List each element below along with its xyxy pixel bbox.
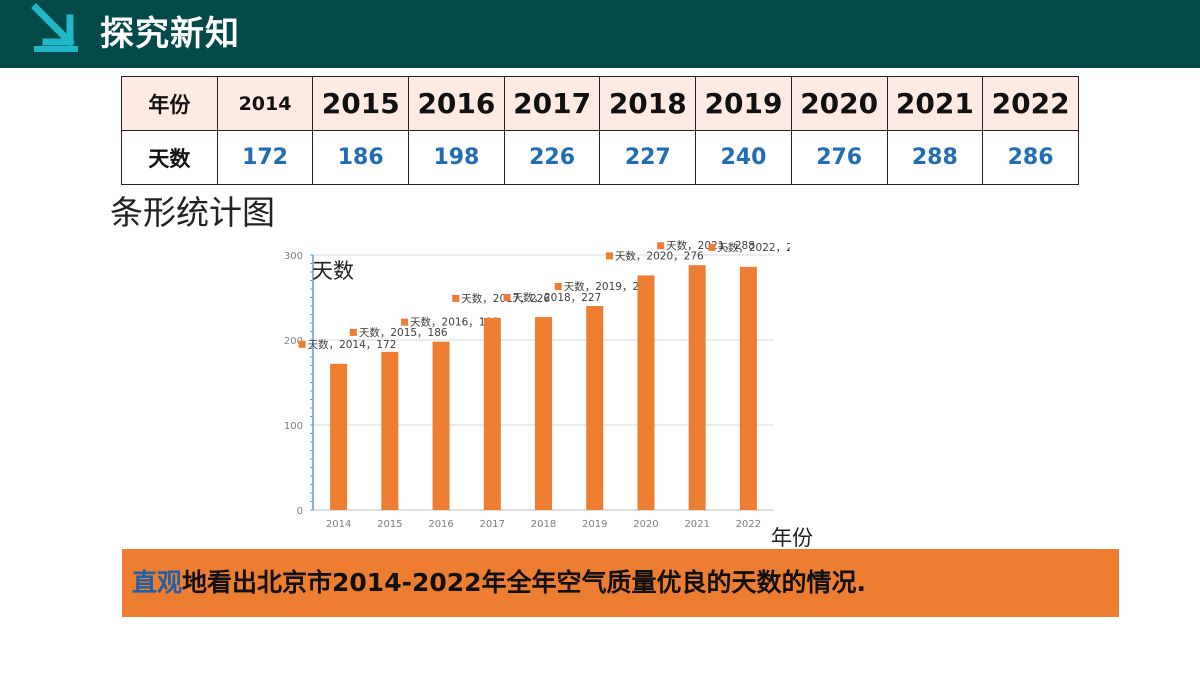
days-cell: 226 [503,130,601,185]
days-cell: 240 [695,130,792,185]
data-label-marker [657,242,665,250]
days-cell: 286 [982,130,1079,185]
x-tick-label: 2018 [531,519,556,530]
year-cell: 2017 [503,76,601,131]
data-label-marker [554,283,562,290]
bar [688,265,706,510]
year-row: 年份 2014 2015 2016 2017 2018 2019 2020 20… [121,76,1079,131]
data-label-marker [708,243,716,251]
summary-banner: 直观地看出北京市2014-2022年全年空气质量优良的天数的情况. [122,549,1119,617]
bar [330,363,348,510]
data-label-marker [298,340,306,348]
page-title: 探究新知 [100,14,240,54]
bar [535,317,552,510]
year-cell: 2020 [790,76,888,131]
x-tick-label: 2014 [326,519,351,530]
x-tick-label: 2020 [633,519,658,530]
bar [586,306,604,510]
days-row: 天数 172 186 198 226 227 240 276 288 286 [121,130,1079,185]
summary-highlight: 直观 [132,568,183,597]
year-cell: 2022 [982,76,1079,131]
y-axis-title: 天数 [312,259,354,283]
bar [483,317,501,510]
data-label-marker [349,328,357,336]
header-bar: 探究新知 [0,0,1200,68]
year-cell: 2016 [408,76,505,131]
days-cell: 288 [886,130,984,185]
days-cell: 172 [216,130,314,185]
data-label: 天数，2019，240 [564,280,653,293]
y-tick-label: 0 [297,506,303,517]
data-label: 天数，2014，172 [308,338,397,351]
days-cell: 186 [312,130,410,185]
bar [432,341,450,510]
bar [381,351,399,510]
days-cell: 227 [599,130,697,185]
data-label-marker [503,294,511,302]
bar [739,266,757,510]
days-cell: 276 [790,130,888,185]
year-cell: 2018 [599,76,697,131]
year-cell: 2014 [216,76,314,131]
year-cell: 2021 [886,76,984,131]
year-header-cell: 年份 [121,76,218,131]
summary-body: 地看出北京市2014-2022年全年空气质量优良的天数的情况. [182,568,867,597]
data-label: 天数，2020，276 [615,249,704,262]
data-label-marker [452,294,460,302]
x-tick-label: 2022 [736,519,761,530]
chart-heading: 条形统计图 [110,193,275,232]
days-header-cell: 天数 [121,130,218,185]
data-label-marker [605,252,613,260]
data-label: 天数，2022，286 [717,241,790,254]
y-tick-label: 300 [284,251,303,262]
data-label: 天数，2018，227 [513,291,602,304]
x-tick-label: 2019 [582,519,607,530]
x-axis-title: 年份 [771,526,813,550]
bar-chart: 0 100 200 300 2014 天数，2014，172 2015 天数，2015，186… [284,239,790,530]
data-label-marker [401,318,409,326]
summary-text: 直观地看出北京市2014-2022年全年空气质量优良的天数的情况. [132,549,866,617]
days-cell: 198 [408,130,505,185]
year-cell: 2015 [312,76,410,131]
x-tick-label: 2017 [480,519,505,530]
x-tick-label: 2015 [377,519,402,530]
y-tick-label: 200 [284,336,303,347]
year-cell: 2019 [695,76,792,131]
y-tick-label: 100 [284,421,303,432]
data-label: 天数，2016，198 [410,316,499,329]
data-label: 天数，2015，186 [359,326,448,339]
arrow-down-right-icon [31,3,78,52]
data-table: 年份 2014 2015 2016 2017 2018 2019 2020 20… [121,76,1079,185]
bar [637,275,655,510]
x-tick-label: 2021 [684,519,709,530]
x-tick-label: 2016 [428,519,453,530]
